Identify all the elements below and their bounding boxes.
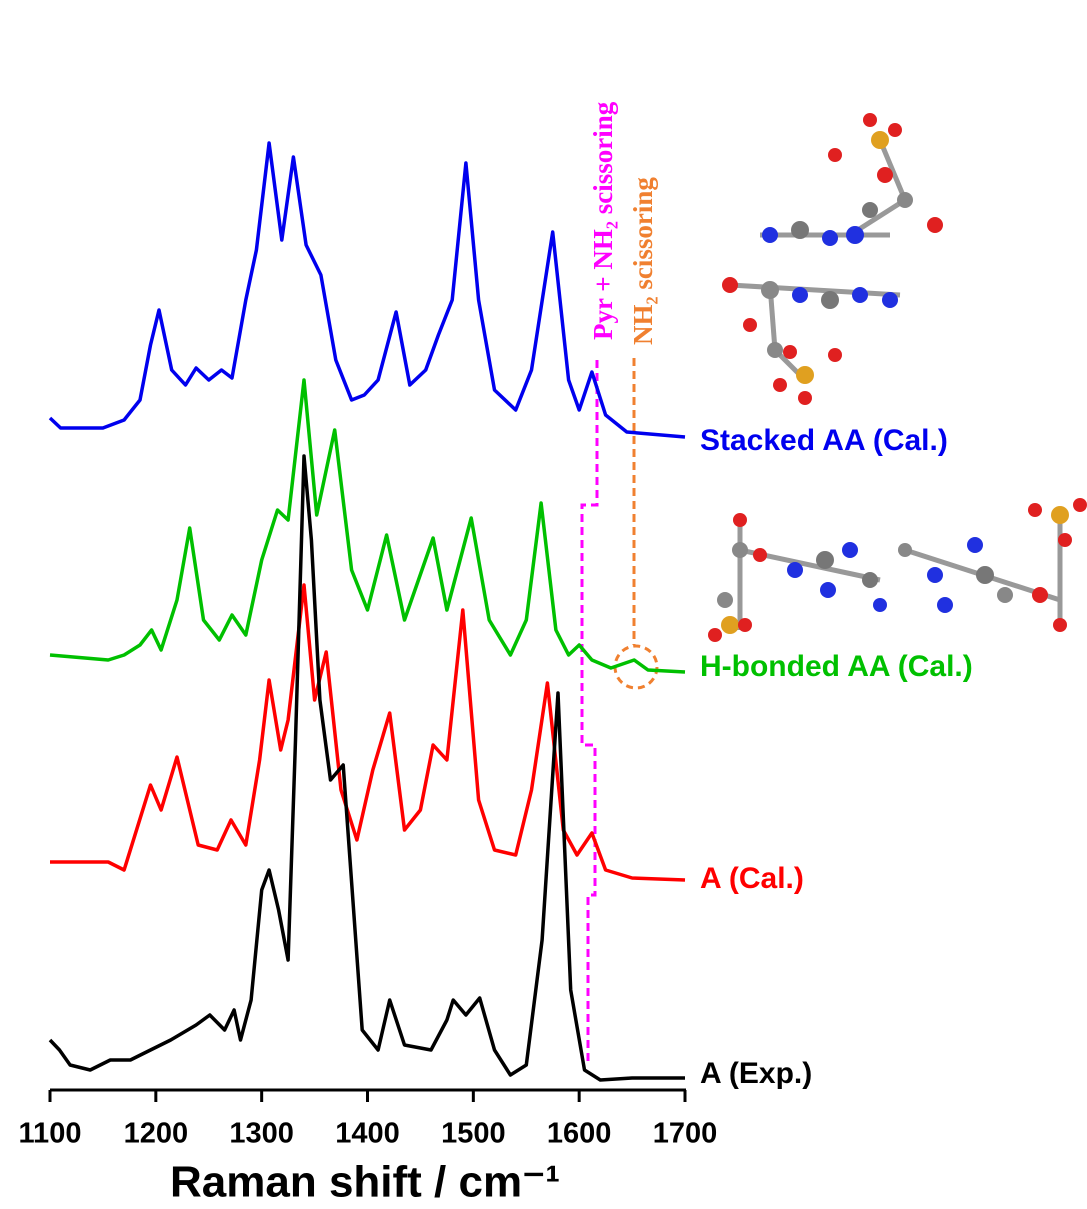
x-tick-label: 1400 bbox=[335, 1118, 400, 1150]
x-tick-label: 1700 bbox=[653, 1118, 718, 1150]
x-tick-label: 1100 bbox=[19, 1118, 82, 1150]
x-tick-label: 1300 bbox=[229, 1118, 294, 1150]
series-label: H-bonded AA (Cal.) bbox=[700, 650, 973, 683]
annotation: Pyr + NH₂ scissoring bbox=[588, 101, 618, 340]
spectrum-line bbox=[50, 456, 685, 1080]
molecule-stacked bbox=[722, 113, 943, 405]
series-label: A (Exp.) bbox=[700, 1057, 812, 1090]
x-tick-label: 1500 bbox=[441, 1118, 506, 1150]
spectrum-line bbox=[50, 585, 685, 880]
nh2-circle bbox=[615, 646, 657, 688]
chart: Pyr + NH₂ scissoring NH₂ scissoring Rama… bbox=[0, 0, 1087, 1209]
spectrum-line bbox=[50, 380, 685, 672]
pyr-guide bbox=[582, 360, 597, 1062]
x-tick-label: 1600 bbox=[547, 1118, 612, 1150]
x-tick-label: 1200 bbox=[124, 1118, 189, 1150]
x-axis-label: Raman shift / cm⁻¹ bbox=[170, 1158, 560, 1207]
series-label: A (Cal.) bbox=[700, 862, 804, 895]
molecule-hbonded bbox=[708, 498, 1087, 642]
series-label: Stacked AA (Cal.) bbox=[700, 424, 948, 457]
annotation: NH₂ scissoring bbox=[628, 177, 658, 345]
